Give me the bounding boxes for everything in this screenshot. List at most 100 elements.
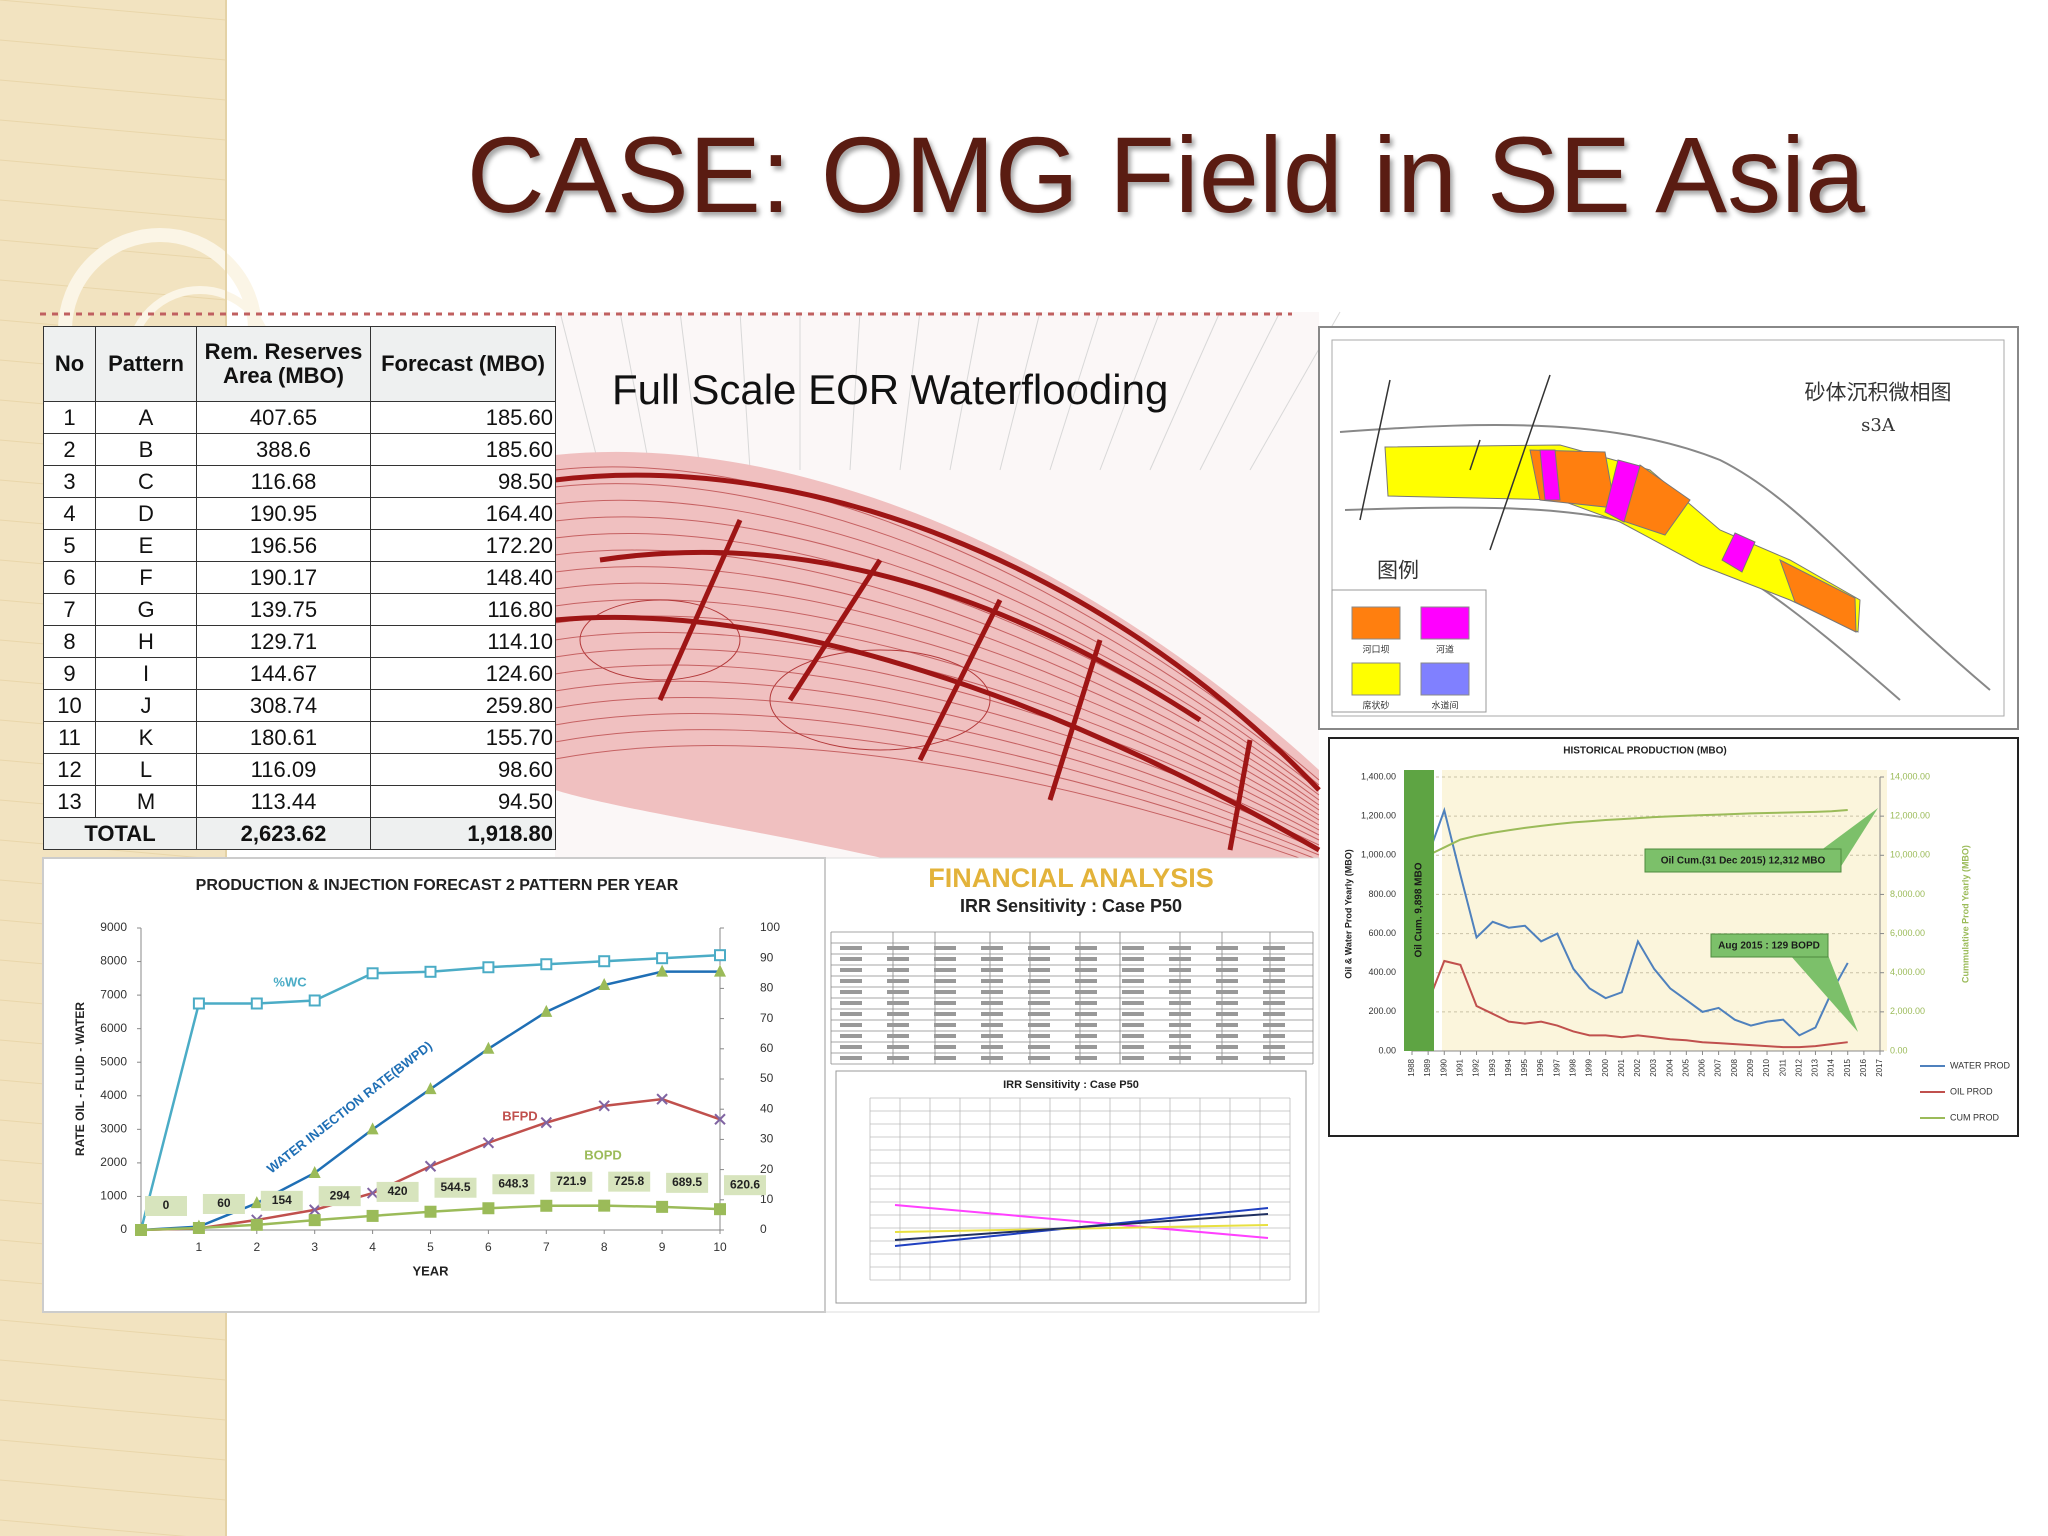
table-cell: A xyxy=(95,401,197,434)
sens-table-text xyxy=(981,946,1003,950)
sens-table-text xyxy=(1169,1012,1191,1016)
marker-stroke xyxy=(308,1204,321,1216)
y-tick-label: 1,000.00 xyxy=(1361,850,1396,860)
table-cell: 129.71 xyxy=(196,625,371,658)
sens-table-text xyxy=(1122,990,1144,994)
sens-table-text xyxy=(1028,968,1050,972)
x-tick-label: 2015 xyxy=(1843,1058,1852,1076)
value-label-bg xyxy=(666,1172,709,1193)
x-tick-label: 1998 xyxy=(1568,1058,1577,1076)
x-axis-label: YEAR xyxy=(412,1263,449,1278)
map-grid xyxy=(1199,311,1281,471)
marker xyxy=(656,964,669,977)
value-label: 689.5 xyxy=(672,1175,702,1189)
sens-table-text xyxy=(981,1056,1003,1060)
sens-table-text xyxy=(1216,979,1238,983)
marker xyxy=(308,1165,321,1178)
x-tick-label: 1994 xyxy=(1504,1058,1513,1076)
marker-stroke xyxy=(714,1113,726,1125)
sens-table-text xyxy=(934,1056,956,1060)
sens-table-text xyxy=(840,1012,862,1016)
sens-table-text xyxy=(1075,1001,1097,1005)
marker-stroke xyxy=(366,1187,379,1199)
map-grid xyxy=(899,311,921,471)
y2-tick-label: 6,000.00 xyxy=(1890,928,1925,938)
facies-inner xyxy=(1331,339,2005,717)
sens-table-text xyxy=(1075,968,1097,972)
marker xyxy=(482,1041,495,1054)
table-cell: 259.80 xyxy=(370,689,556,722)
sens-table-text xyxy=(981,1001,1003,1005)
callout-arrow xyxy=(1790,955,1858,1032)
legend-label: 水道间 xyxy=(1431,699,1458,710)
sens-table-text xyxy=(840,946,862,950)
y2-tick-label: 80 xyxy=(760,981,774,995)
table-cell: F xyxy=(95,561,197,594)
sens-table-text xyxy=(887,1012,909,1016)
strip-texture xyxy=(0,1479,227,1501)
marker xyxy=(598,1100,610,1112)
map-grid xyxy=(1149,311,1221,471)
x-tick-label: 1991 xyxy=(1456,1058,1465,1076)
contour-line xyxy=(554,745,1320,866)
marker xyxy=(366,1122,379,1135)
table-cell: 6 xyxy=(43,561,96,594)
facies-subtitle: s3A xyxy=(1861,415,1896,436)
marker xyxy=(250,997,263,1010)
sens-table-text xyxy=(887,1023,909,1027)
marker xyxy=(714,949,726,962)
legend-label: CUM PROD xyxy=(1950,1112,1999,1122)
y-tick-label: 1,400.00 xyxy=(1361,771,1396,781)
sens-table-text xyxy=(1122,957,1144,961)
sens-table-text xyxy=(1122,1056,1144,1060)
series-name: %WC xyxy=(273,974,307,989)
sens-table-text xyxy=(887,979,909,983)
y2-tick-label: 0 xyxy=(760,1222,767,1236)
y2-tick-label: 60 xyxy=(760,1041,774,1055)
table-cell: 124.60 xyxy=(370,657,556,690)
marker xyxy=(540,1004,553,1017)
table-cell: 4 xyxy=(43,497,96,530)
y-tick-label: 600.00 xyxy=(1368,928,1396,938)
x-tick-label: 2006 xyxy=(1698,1058,1707,1076)
map-grid xyxy=(999,311,1041,471)
x-tick-label: 2016 xyxy=(1859,1058,1868,1076)
x-tick-label: 2011 xyxy=(1778,1058,1787,1076)
sens-table-text xyxy=(1216,1023,1238,1027)
sens-table-text xyxy=(1075,979,1097,983)
marker xyxy=(424,1205,437,1218)
sens-table-text xyxy=(934,968,956,972)
y2-tick-label: 4,000.00 xyxy=(1890,967,1925,977)
table-cell: 190.95 xyxy=(196,497,371,530)
table-row: 6 F 190.17 148.40 xyxy=(43,561,556,594)
sens-table-text xyxy=(840,1034,862,1038)
x-tick-label: 6 xyxy=(485,1240,492,1254)
x-tick-label: 2001 xyxy=(1617,1058,1626,1076)
marker xyxy=(308,1204,321,1216)
sens-table-text xyxy=(1169,946,1191,950)
table-cell: 1 xyxy=(43,401,96,434)
value-label-bg xyxy=(376,1181,419,1202)
irr-line xyxy=(894,1213,1269,1241)
table-row: 9 I 144.67 124.60 xyxy=(43,657,556,690)
table-cell: 164.40 xyxy=(370,497,556,530)
contour-line xyxy=(554,729,1320,861)
slide-title: CASE: OMG Field in SE Asia xyxy=(466,114,1866,235)
series-line xyxy=(1427,806,1849,1037)
sens-table-text xyxy=(1075,1034,1097,1038)
fault-line xyxy=(1047,639,1103,801)
marker xyxy=(366,967,379,980)
facies-title: 砂体沉积微相图 xyxy=(1805,381,1952,405)
sens-table-text xyxy=(887,1034,909,1038)
series-line xyxy=(1427,809,1848,857)
value-label-bg xyxy=(434,1177,477,1198)
sens-table-text xyxy=(1122,946,1144,950)
facies-zone xyxy=(1721,532,1756,573)
table-cell: 2 xyxy=(43,433,96,466)
financial-title: FINANCIAL ANALYSIS xyxy=(928,863,1214,893)
map-grid xyxy=(1049,311,1101,471)
x-tick-label: 1999 xyxy=(1585,1058,1594,1076)
y2-tick-label: 14,000.00 xyxy=(1890,771,1930,781)
